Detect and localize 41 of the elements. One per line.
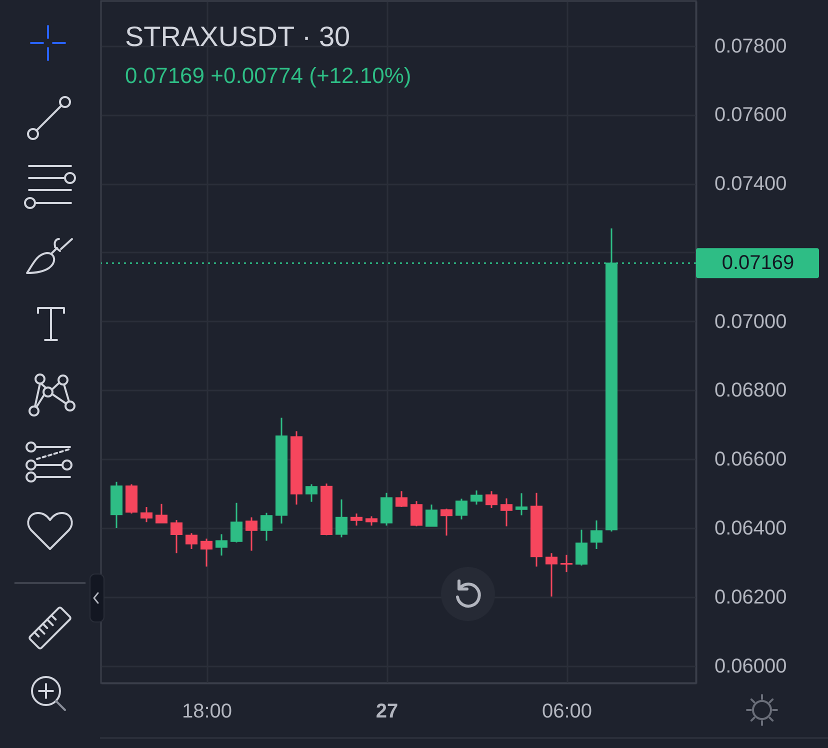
candlestick: [306, 484, 318, 503]
candlestick: [230, 502, 242, 544]
y-tick-label: 0.06600: [714, 448, 787, 471]
candlestick: [426, 504, 438, 528]
y-tick-label: 0.06800: [714, 380, 787, 402]
y-tick-label: 0.06000: [714, 655, 787, 678]
candlestick: [500, 498, 512, 528]
candlestick: [590, 520, 602, 550]
y-tick-label: 0.07600: [714, 104, 787, 126]
candlestick: [216, 533, 228, 556]
candlestick: [410, 500, 422, 528]
candlestick: [366, 516, 378, 526]
candlestick: [260, 512, 272, 542]
ref-line-label: 0.07169: [722, 252, 794, 274]
candlestick: [560, 554, 572, 573]
x-tick-label: 27: [376, 700, 398, 722]
candlestick: [456, 498, 468, 520]
candlestick: [200, 538, 212, 568]
candlestick: [336, 498, 348, 538]
candlestick: [440, 508, 452, 536]
candlestick: [516, 492, 528, 516]
candlestick: [186, 532, 198, 550]
y-tick-label: 0.07000: [714, 310, 787, 333]
candlestick: [350, 512, 362, 526]
candlestick: [170, 519, 182, 554]
candlestick: [470, 490, 482, 506]
candlestick: [156, 503, 168, 524]
y-tick-label: 0.07400: [714, 173, 787, 196]
text: 0.07169 +0.00774 (+12.10%): [125, 63, 412, 88]
text: STRAXUSDT · 30: [125, 21, 350, 52]
y-tick-label: 0.06400: [714, 518, 787, 540]
candlestick: [576, 528, 588, 566]
candlestick: [246, 516, 258, 552]
candlestick: [140, 506, 152, 523]
candlestick: [396, 490, 408, 508]
candlestick: [486, 490, 498, 509]
y-tick-label: 0.06200: [714, 586, 787, 608]
x-tick-label: 18:00: [182, 700, 232, 722]
candlestick: [546, 552, 558, 598]
x-tick-label: 06:00: [542, 700, 592, 722]
y-tick-label: 0.07800: [714, 35, 787, 58]
